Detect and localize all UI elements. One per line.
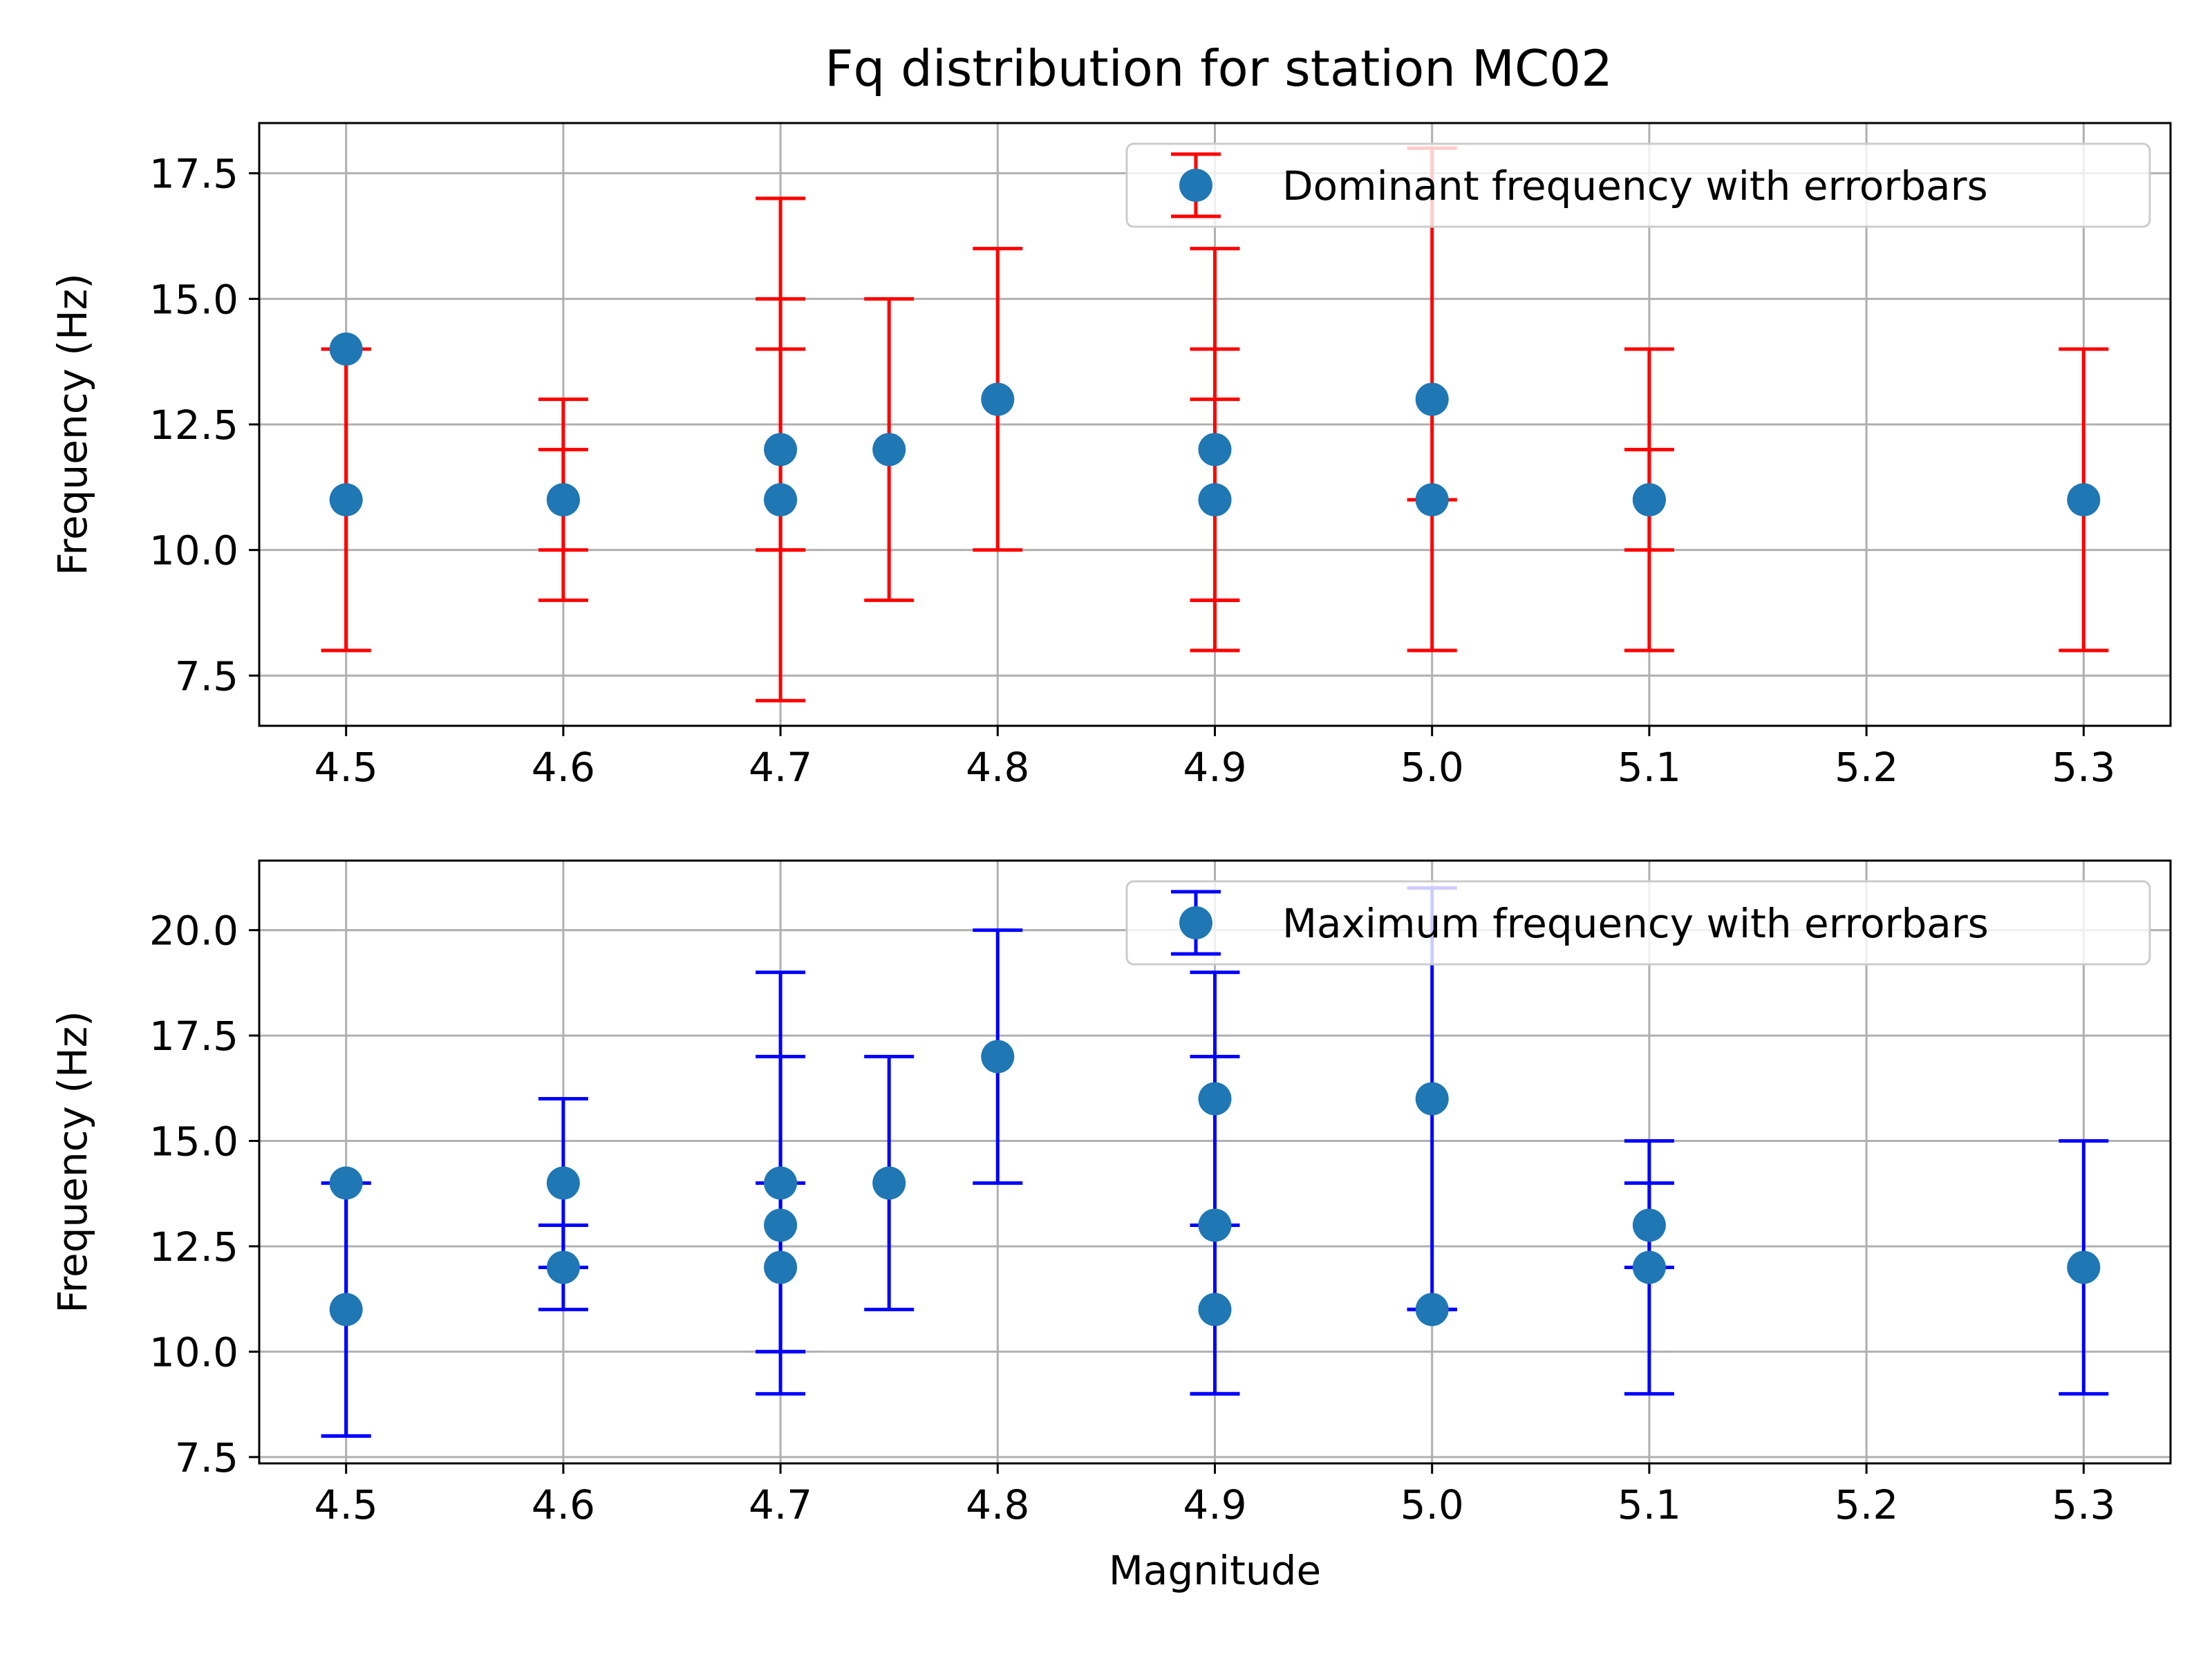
data-point [1632,483,1666,516]
data-point [2067,483,2101,516]
data-point [2067,1250,2101,1284]
data-point [329,483,363,516]
x-tick-label: 4.7 [749,744,812,791]
data-point [764,1208,798,1242]
data-point [764,483,798,516]
y-tick-label: 10.0 [149,527,238,574]
x-tick-label: 4.6 [532,1481,595,1528]
maximum-frequency-panel: 4.5 4.6 4.7 4.8 4.9 5.0 5.1 5.2 5.3 7.5 10.0 12.5 15… [49,859,2172,1594]
data-point [1632,1208,1666,1242]
data-point [1415,1293,1449,1327]
legend: Dominant frequency with errorbars [1125,142,2151,228]
x-tick-label: 4.9 [1183,1481,1246,1528]
legend: Maximum frequency with errorbars [1125,880,2151,966]
x-tick-label: 5.2 [1835,1481,1898,1528]
data-point [546,1250,580,1284]
data-point [872,1166,906,1200]
data-point [329,332,363,366]
data-point [981,382,1015,416]
data-point [1198,483,1232,516]
legend-label: Dominant frequency with errorbars [1282,162,1988,209]
y-tick-label: 10.0 [149,1329,238,1376]
data-point [1415,382,1449,416]
x-tick-label: 5.2 [1835,744,1898,791]
data-point [764,433,798,467]
y-tick-label: 17.5 [149,1013,238,1060]
x-tick-label: 4.9 [1183,744,1246,791]
data-point [1415,1082,1449,1116]
data-point [546,1166,580,1200]
data-point [1632,1250,1666,1284]
y-axis-label: Frequency (Hz) [49,273,96,575]
data-point [546,483,580,516]
data-point [1415,483,1449,516]
figure-title: Fq distribution for station MC02 [825,39,1613,97]
y-tick-label: 15.0 [149,1118,238,1165]
x-tick-label: 4.6 [532,744,595,791]
x-tick-label: 4.7 [749,1481,812,1528]
data-point [1198,1082,1232,1116]
data-point [872,433,906,467]
data-point [1198,1293,1232,1327]
y-tick-label: 7.5 [175,653,238,700]
legend-marker-icon [1179,906,1212,939]
data-point [981,1040,1015,1074]
x-tick-label: 5.0 [1400,1481,1464,1528]
x-tick-label: 5.3 [2052,1481,2115,1528]
legend-box [1125,880,2151,966]
x-tick-label: 5.0 [1400,744,1464,791]
legend-box [1125,142,2151,228]
x-tick-label: 5.1 [1618,744,1681,791]
data-point [329,1293,363,1327]
y-tick-label: 12.5 [149,1224,238,1271]
data-point [764,1250,798,1284]
dominant-frequency-panel: 4.5 4.6 4.7 4.8 4.9 5.0 5.1 5.2 5.3 7.5 10.0 12.5 15… [49,122,2172,791]
x-tick-label: 5.3 [2052,744,2115,791]
data-point [764,1166,798,1200]
legend-marker-icon [1179,169,1212,202]
data-point [1198,433,1232,467]
y-tick-label: 17.5 [149,151,238,198]
x-tick-label: 4.5 [315,744,378,791]
y-tick-label: 12.5 [149,402,238,449]
x-tick-label: 4.8 [966,1481,1029,1528]
x-tick-label: 4.5 [315,1481,378,1528]
y-tick-label: 20.0 [149,908,238,955]
legend-label: Maximum frequency with errorbars [1282,900,1989,947]
x-tick-label: 5.1 [1618,1481,1681,1528]
data-point [329,1166,363,1200]
data-point [1198,1208,1232,1242]
x-axis-label: Magnitude [1109,1547,1321,1594]
y-tick-label: 7.5 [175,1434,238,1481]
y-axis-label: Frequency (Hz) [49,1011,96,1313]
x-tick-label: 4.8 [966,744,1029,791]
y-tick-label: 15.0 [149,276,238,323]
